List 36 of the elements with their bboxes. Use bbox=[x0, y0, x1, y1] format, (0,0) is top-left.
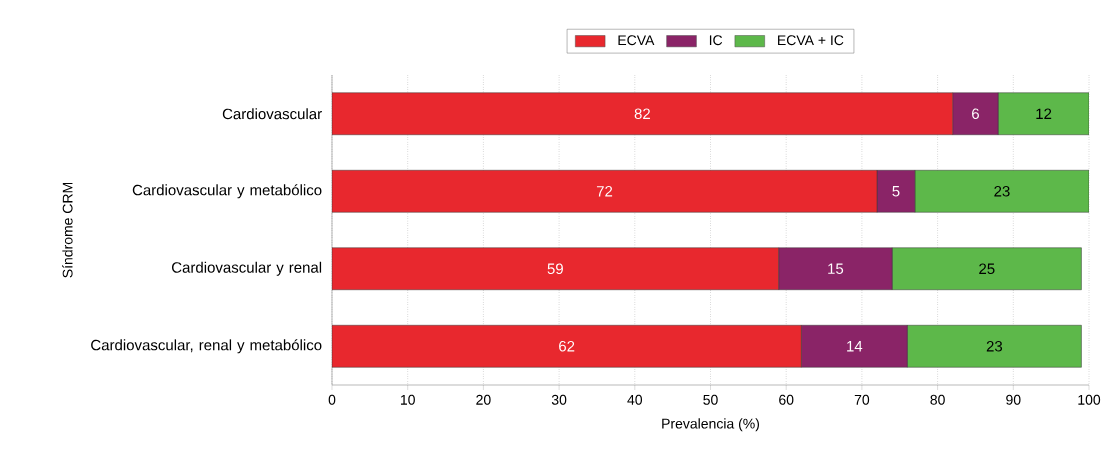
data-label: 72 bbox=[596, 186, 613, 197]
x-tick-label: 50 bbox=[703, 394, 718, 405]
x-tick-label: 0 bbox=[328, 394, 336, 405]
data-label: 25 bbox=[979, 263, 995, 275]
data-label: 82 bbox=[634, 108, 650, 120]
x-tick-label: 20 bbox=[476, 394, 491, 405]
data-label: 6 bbox=[972, 108, 979, 120]
x-tick-label: 40 bbox=[627, 394, 643, 405]
y-tick-label: Cardiovascular bbox=[222, 108, 322, 120]
y-tick-label: Cardiovascular y metabólico bbox=[132, 184, 322, 199]
x-tick-label: 90 bbox=[1006, 394, 1021, 405]
x-tick-label: 60 bbox=[779, 394, 794, 405]
x-tick-label: 70 bbox=[854, 394, 870, 405]
legend-label: IC bbox=[709, 35, 723, 46]
data-label: 62 bbox=[559, 340, 575, 352]
legend-label: ECVA + IC bbox=[778, 35, 844, 46]
data-label: 12 bbox=[1036, 108, 1052, 119]
legend-label: ECVA bbox=[618, 35, 655, 46]
data-label: 23 bbox=[986, 340, 1003, 352]
x-tick-label: 10 bbox=[400, 394, 415, 405]
x-tick-label: 30 bbox=[551, 394, 567, 405]
data-label: 14 bbox=[847, 341, 863, 352]
bar bbox=[907, 325, 1082, 368]
x-tick-label: 100 bbox=[1078, 394, 1101, 405]
data-label: 15 bbox=[828, 263, 844, 274]
data-label: 23 bbox=[994, 185, 1010, 197]
data-label: 59 bbox=[547, 263, 563, 275]
y-tick-label: Cardiovascular, renal y metabólico bbox=[91, 339, 322, 354]
y-tick-label: Cardiovascular y renal bbox=[172, 261, 322, 276]
y-axis-title: Síndrome CRM bbox=[62, 182, 73, 278]
bar bbox=[914, 170, 1089, 213]
x-tick-label: 80 bbox=[930, 394, 945, 405]
bar bbox=[891, 247, 1082, 290]
data-label: 5 bbox=[892, 186, 900, 197]
bar bbox=[997, 92, 1089, 136]
x-axis-title: Prevalencia (%) bbox=[662, 418, 760, 432]
